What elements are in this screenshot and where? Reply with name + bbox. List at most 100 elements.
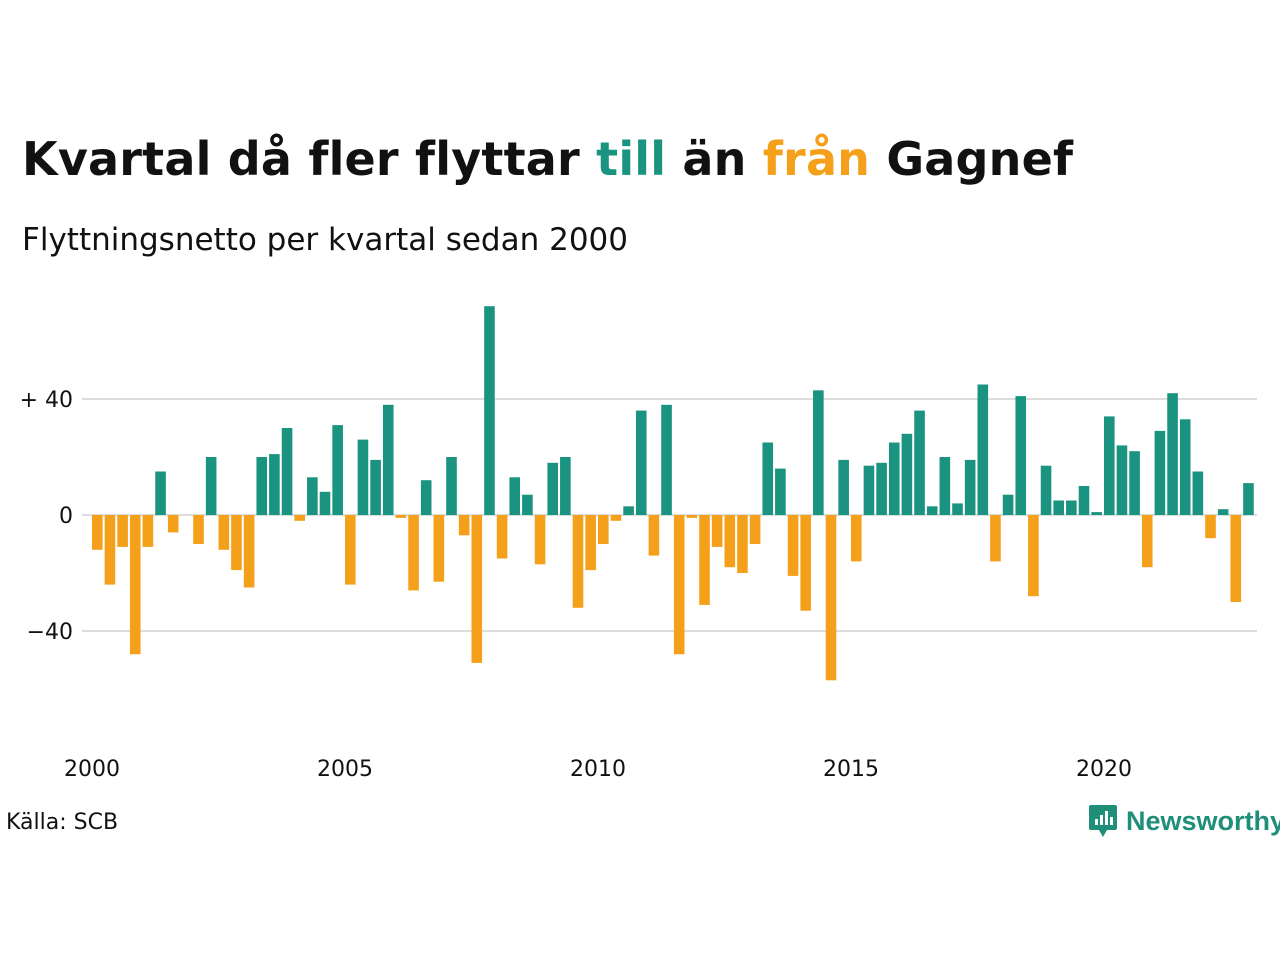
bar-70 bbox=[977, 384, 989, 515]
bar-39 bbox=[585, 515, 596, 571]
source-credit: Källa: SCB bbox=[6, 810, 119, 835]
y-tick-label-0: + 40 bbox=[20, 388, 73, 413]
bar-45 bbox=[661, 404, 672, 515]
bar-80 bbox=[1104, 416, 1115, 515]
bar-89 bbox=[1217, 509, 1229, 515]
bar-13 bbox=[256, 457, 268, 515]
bar-11 bbox=[231, 515, 242, 571]
x-tick-label-1: 2005 bbox=[317, 757, 373, 782]
bar-76 bbox=[1053, 500, 1064, 515]
bar-73 bbox=[1015, 396, 1027, 515]
bar-84 bbox=[1154, 430, 1166, 515]
bar-82 bbox=[1129, 451, 1140, 515]
bars bbox=[92, 306, 1254, 681]
bar-53 bbox=[762, 442, 774, 515]
chart-subtitle: Flyttningsnetto per kvartal sedan 2000 bbox=[22, 222, 628, 258]
bar-31 bbox=[484, 306, 495, 515]
newsworthy-chart-bubble-icon bbox=[1089, 805, 1117, 837]
bar-78 bbox=[1078, 486, 1090, 515]
bar-21 bbox=[357, 439, 369, 515]
chart-title: Kvartal då fler flyttar till än från Gag… bbox=[22, 132, 1073, 186]
bar-57 bbox=[813, 390, 824, 515]
bar-75 bbox=[1040, 465, 1052, 515]
bar-55 bbox=[787, 515, 799, 576]
bar-72 bbox=[1002, 494, 1014, 515]
bar-17 bbox=[307, 477, 318, 515]
bar-64 bbox=[901, 433, 913, 515]
bar-2 bbox=[117, 515, 128, 547]
bar-14 bbox=[269, 454, 280, 515]
bar-52 bbox=[749, 515, 761, 544]
title-part-1: till bbox=[596, 132, 667, 186]
bar-42 bbox=[623, 506, 634, 515]
bar-62 bbox=[876, 462, 887, 515]
title-part-4: Gagnef bbox=[870, 132, 1074, 186]
newsworthy-logo[interactable]: Newsworthy bbox=[1088, 804, 1280, 838]
bar-69 bbox=[964, 459, 976, 515]
bar-86 bbox=[1179, 419, 1191, 515]
bar-65 bbox=[914, 410, 925, 515]
bar-60 bbox=[851, 515, 862, 562]
bar-29 bbox=[458, 515, 470, 536]
title-part-3: från bbox=[762, 132, 871, 186]
x-tick-label-2: 2010 bbox=[570, 757, 626, 782]
bar-22 bbox=[370, 459, 381, 515]
bar-50 bbox=[724, 515, 736, 568]
bar-77 bbox=[1066, 500, 1077, 515]
bar-85 bbox=[1167, 393, 1178, 515]
bar-6 bbox=[167, 515, 179, 533]
bar-19 bbox=[332, 425, 343, 515]
bar-5 bbox=[155, 471, 166, 515]
logo-text: Newsworthy bbox=[1126, 805, 1280, 836]
bar-18 bbox=[319, 491, 331, 515]
bar-4 bbox=[142, 515, 154, 547]
bar-66 bbox=[926, 506, 938, 515]
x-tick-label-4: 2020 bbox=[1076, 757, 1132, 782]
x-axis-labels: 2000 2005 2010 2015 2020 bbox=[64, 757, 1132, 782]
x-tick-label-0: 2000 bbox=[64, 757, 120, 782]
bar-81 bbox=[1116, 445, 1128, 515]
bar-38 bbox=[572, 515, 584, 608]
bar-41 bbox=[610, 515, 622, 521]
title-part-2: än bbox=[666, 132, 763, 186]
bar-8 bbox=[193, 515, 204, 544]
bar-16 bbox=[294, 515, 305, 521]
bar-10 bbox=[218, 515, 230, 550]
bar-23 bbox=[382, 404, 394, 515]
bar-67 bbox=[939, 457, 951, 515]
bar-27 bbox=[433, 515, 445, 582]
bar-36 bbox=[547, 462, 558, 515]
bar-12 bbox=[243, 515, 255, 588]
bar-1 bbox=[104, 515, 116, 585]
bar-20 bbox=[345, 515, 356, 585]
bar-56 bbox=[800, 515, 811, 611]
bar-74 bbox=[1028, 515, 1039, 597]
bar-34 bbox=[522, 494, 533, 515]
bar-54 bbox=[775, 468, 786, 515]
bar-9 bbox=[205, 457, 217, 515]
bar-47 bbox=[686, 515, 698, 518]
bar-90 bbox=[1230, 515, 1242, 602]
bar-71 bbox=[990, 515, 1001, 562]
x-tick-label-3: 2015 bbox=[823, 757, 879, 782]
title-part-0: Kvartal då fler flyttar bbox=[22, 132, 597, 186]
bar-51 bbox=[737, 515, 748, 573]
y-axis-labels: + 40 0 −40 bbox=[20, 388, 73, 645]
bar-0 bbox=[92, 515, 103, 550]
bar-33 bbox=[509, 477, 521, 515]
bar-48 bbox=[699, 515, 710, 605]
bar-43 bbox=[635, 410, 647, 515]
bar-15 bbox=[281, 428, 293, 515]
bar-79 bbox=[1091, 512, 1102, 515]
bar-32 bbox=[496, 515, 508, 559]
bar-61 bbox=[863, 465, 875, 515]
bar-40 bbox=[598, 515, 609, 544]
bar-26 bbox=[420, 480, 432, 515]
bar-30 bbox=[471, 515, 483, 663]
bar-25 bbox=[408, 515, 419, 591]
bar-37 bbox=[560, 457, 571, 515]
bar-59 bbox=[838, 459, 849, 515]
bar-91 bbox=[1243, 483, 1254, 515]
y-tick-label-1: 0 bbox=[59, 504, 73, 529]
